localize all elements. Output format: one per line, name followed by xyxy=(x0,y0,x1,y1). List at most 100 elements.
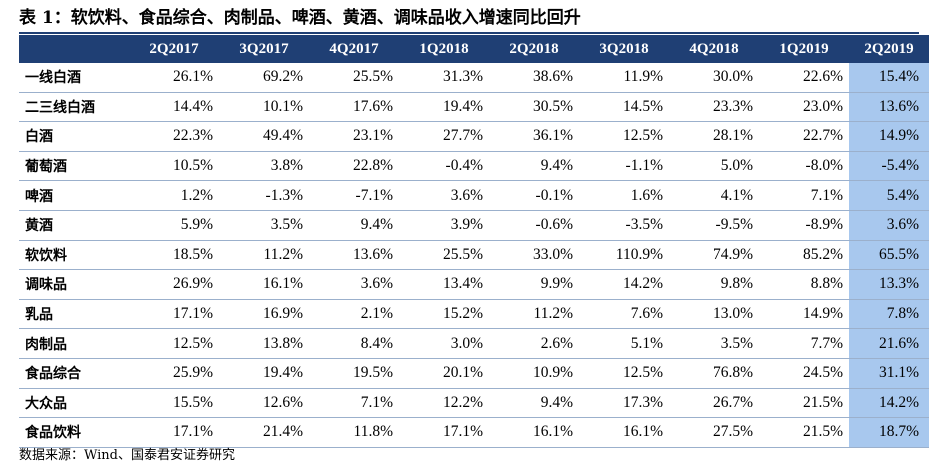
value-cell: 69.2% xyxy=(219,63,309,93)
value-cell: 15.4% xyxy=(849,63,929,93)
value-cell: 74.9% xyxy=(669,240,759,271)
value-cell: 12.5% xyxy=(579,358,669,389)
value-cell: 16.1% xyxy=(489,417,579,448)
value-cell: 21.4% xyxy=(219,417,309,448)
value-cell: 12.2% xyxy=(399,388,489,419)
value-cell: 2.6% xyxy=(489,328,579,359)
value-cell: 12.5% xyxy=(129,328,219,359)
table-row: 食品综合 25.9% 19.4% 19.5% 20.1% 10.9% 12.5% 76.8% 2… xyxy=(19,358,929,389)
value-cell: 13.4% xyxy=(399,269,489,300)
value-cell: 30.5% xyxy=(489,92,579,123)
value-cell: 3.8% xyxy=(219,151,309,182)
value-cell: 16.1% xyxy=(579,417,669,448)
value-cell: -8.9% xyxy=(759,210,849,241)
value-cell: 3.6% xyxy=(309,269,399,300)
value-cell: -1.3% xyxy=(219,180,309,211)
value-cell: -5.4% xyxy=(849,151,929,182)
value-cell: 25.5% xyxy=(309,63,399,93)
value-cell: 21.5% xyxy=(759,417,849,448)
value-cell: 10.1% xyxy=(219,92,309,123)
value-cell: 19.4% xyxy=(219,358,309,389)
value-cell: 15.2% xyxy=(399,299,489,330)
value-cell: 30.0% xyxy=(669,63,759,93)
value-cell: 19.5% xyxy=(309,358,399,389)
value-cell: 8.8% xyxy=(759,269,849,300)
value-cell: 9.8% xyxy=(669,269,759,300)
row-label: 葡萄酒 xyxy=(19,151,129,182)
value-cell: 1.2% xyxy=(129,180,219,211)
value-cell: 21.5% xyxy=(759,388,849,419)
value-cell: 5.4% xyxy=(849,180,929,211)
value-cell: 13.6% xyxy=(309,240,399,271)
value-cell: 36.1% xyxy=(489,121,579,152)
value-cell: 14.5% xyxy=(579,92,669,123)
value-cell: -0.6% xyxy=(489,210,579,241)
value-cell: 3.6% xyxy=(849,210,929,241)
value-cell: 49.4% xyxy=(219,121,309,152)
value-cell: 21.6% xyxy=(849,328,929,359)
source-note: 数据来源：Wind、国泰君安证券研究 xyxy=(19,448,235,463)
value-cell: 18.7% xyxy=(849,417,929,448)
value-cell: 3.9% xyxy=(399,210,489,241)
value-cell: 9.9% xyxy=(489,269,579,300)
row-label: 调味品 xyxy=(19,269,129,300)
value-cell: 7.6% xyxy=(579,299,669,330)
value-cell: 7.8% xyxy=(849,299,929,330)
value-cell: 9.4% xyxy=(489,151,579,182)
value-cell: 13.3% xyxy=(849,269,929,300)
value-cell: 11.9% xyxy=(579,63,669,93)
row-label: 软饮料 xyxy=(19,240,129,271)
value-cell: 27.5% xyxy=(669,417,759,448)
value-cell: 23.3% xyxy=(669,92,759,123)
value-cell: 11.8% xyxy=(309,417,399,448)
table-body: 一线白酒 26.1% 69.2% 25.5% 31.3% 38.6% 11.9% 30.0% 2… xyxy=(19,63,929,448)
value-cell: -0.1% xyxy=(489,180,579,211)
value-cell: 25.9% xyxy=(129,358,219,389)
header-cell-2q2017: 2Q2017 xyxy=(129,35,219,63)
value-cell: 3.5% xyxy=(219,210,309,241)
value-cell: 17.1% xyxy=(129,417,219,448)
value-cell: 16.1% xyxy=(219,269,309,300)
value-cell: 19.4% xyxy=(399,92,489,123)
value-cell: 24.5% xyxy=(759,358,849,389)
value-cell: 20.1% xyxy=(399,358,489,389)
table-row: 调味品 26.9% 16.1% 3.6% 13.4% 9.9% 14.2% 9.8% 8.8% 1… xyxy=(19,269,929,300)
row-label: 肉制品 xyxy=(19,328,129,359)
value-cell: 9.4% xyxy=(309,210,399,241)
value-cell: 11.2% xyxy=(489,299,579,330)
value-cell: 2.1% xyxy=(309,299,399,330)
value-cell: 15.5% xyxy=(129,388,219,419)
value-cell: 76.8% xyxy=(669,358,759,389)
table-row: 大众品 15.5% 12.6% 7.1% 12.2% 9.4% 17.3% 26.7% 21.5… xyxy=(19,388,929,419)
value-cell: -3.5% xyxy=(579,210,669,241)
value-cell: 26.9% xyxy=(129,269,219,300)
value-cell: 17.1% xyxy=(129,299,219,330)
value-cell: 5.9% xyxy=(129,210,219,241)
value-cell: 14.9% xyxy=(849,121,929,152)
value-cell: 17.3% xyxy=(579,388,669,419)
table-row: 黄酒 5.9% 3.5% 9.4% 3.9% -0.6% -3.5% -9.5% -8.9% 3.… xyxy=(19,210,929,241)
table-row: 啤酒 1.2% -1.3% -7.1% 3.6% -0.1% 1.6% 4.1% 7.1% 5.4… xyxy=(19,180,929,211)
header-cell-3q2017: 3Q2017 xyxy=(219,35,309,63)
header-cell-blank xyxy=(19,35,129,63)
value-cell: 14.9% xyxy=(759,299,849,330)
value-cell: 14.2% xyxy=(849,388,929,419)
value-cell: 31.3% xyxy=(399,63,489,93)
value-cell: 7.1% xyxy=(309,388,399,419)
row-label: 二三线白酒 xyxy=(19,92,129,123)
value-cell: 10.5% xyxy=(129,151,219,182)
value-cell: 110.9% xyxy=(579,240,669,271)
row-label: 乳品 xyxy=(19,299,129,330)
value-cell: 4.1% xyxy=(669,180,759,211)
value-cell: 26.1% xyxy=(129,63,219,93)
table-header: 2Q2017 3Q2017 4Q2017 1Q2018 2Q2018 3Q2018 4Q20… xyxy=(19,35,929,63)
value-cell: 13.8% xyxy=(219,328,309,359)
value-cell: -7.1% xyxy=(309,180,399,211)
table-row: 肉制品 12.5% 13.8% 8.4% 3.0% 2.6% 5.1% 3.5% 7.7% 21.… xyxy=(19,328,929,359)
header-cell-3q2018: 3Q2018 xyxy=(579,35,669,63)
value-cell: 12.6% xyxy=(219,388,309,419)
header-cell-1q2019: 1Q2019 xyxy=(759,35,849,63)
value-cell: 65.5% xyxy=(849,240,929,271)
value-cell: 23.0% xyxy=(759,92,849,123)
value-cell: 7.7% xyxy=(759,328,849,359)
